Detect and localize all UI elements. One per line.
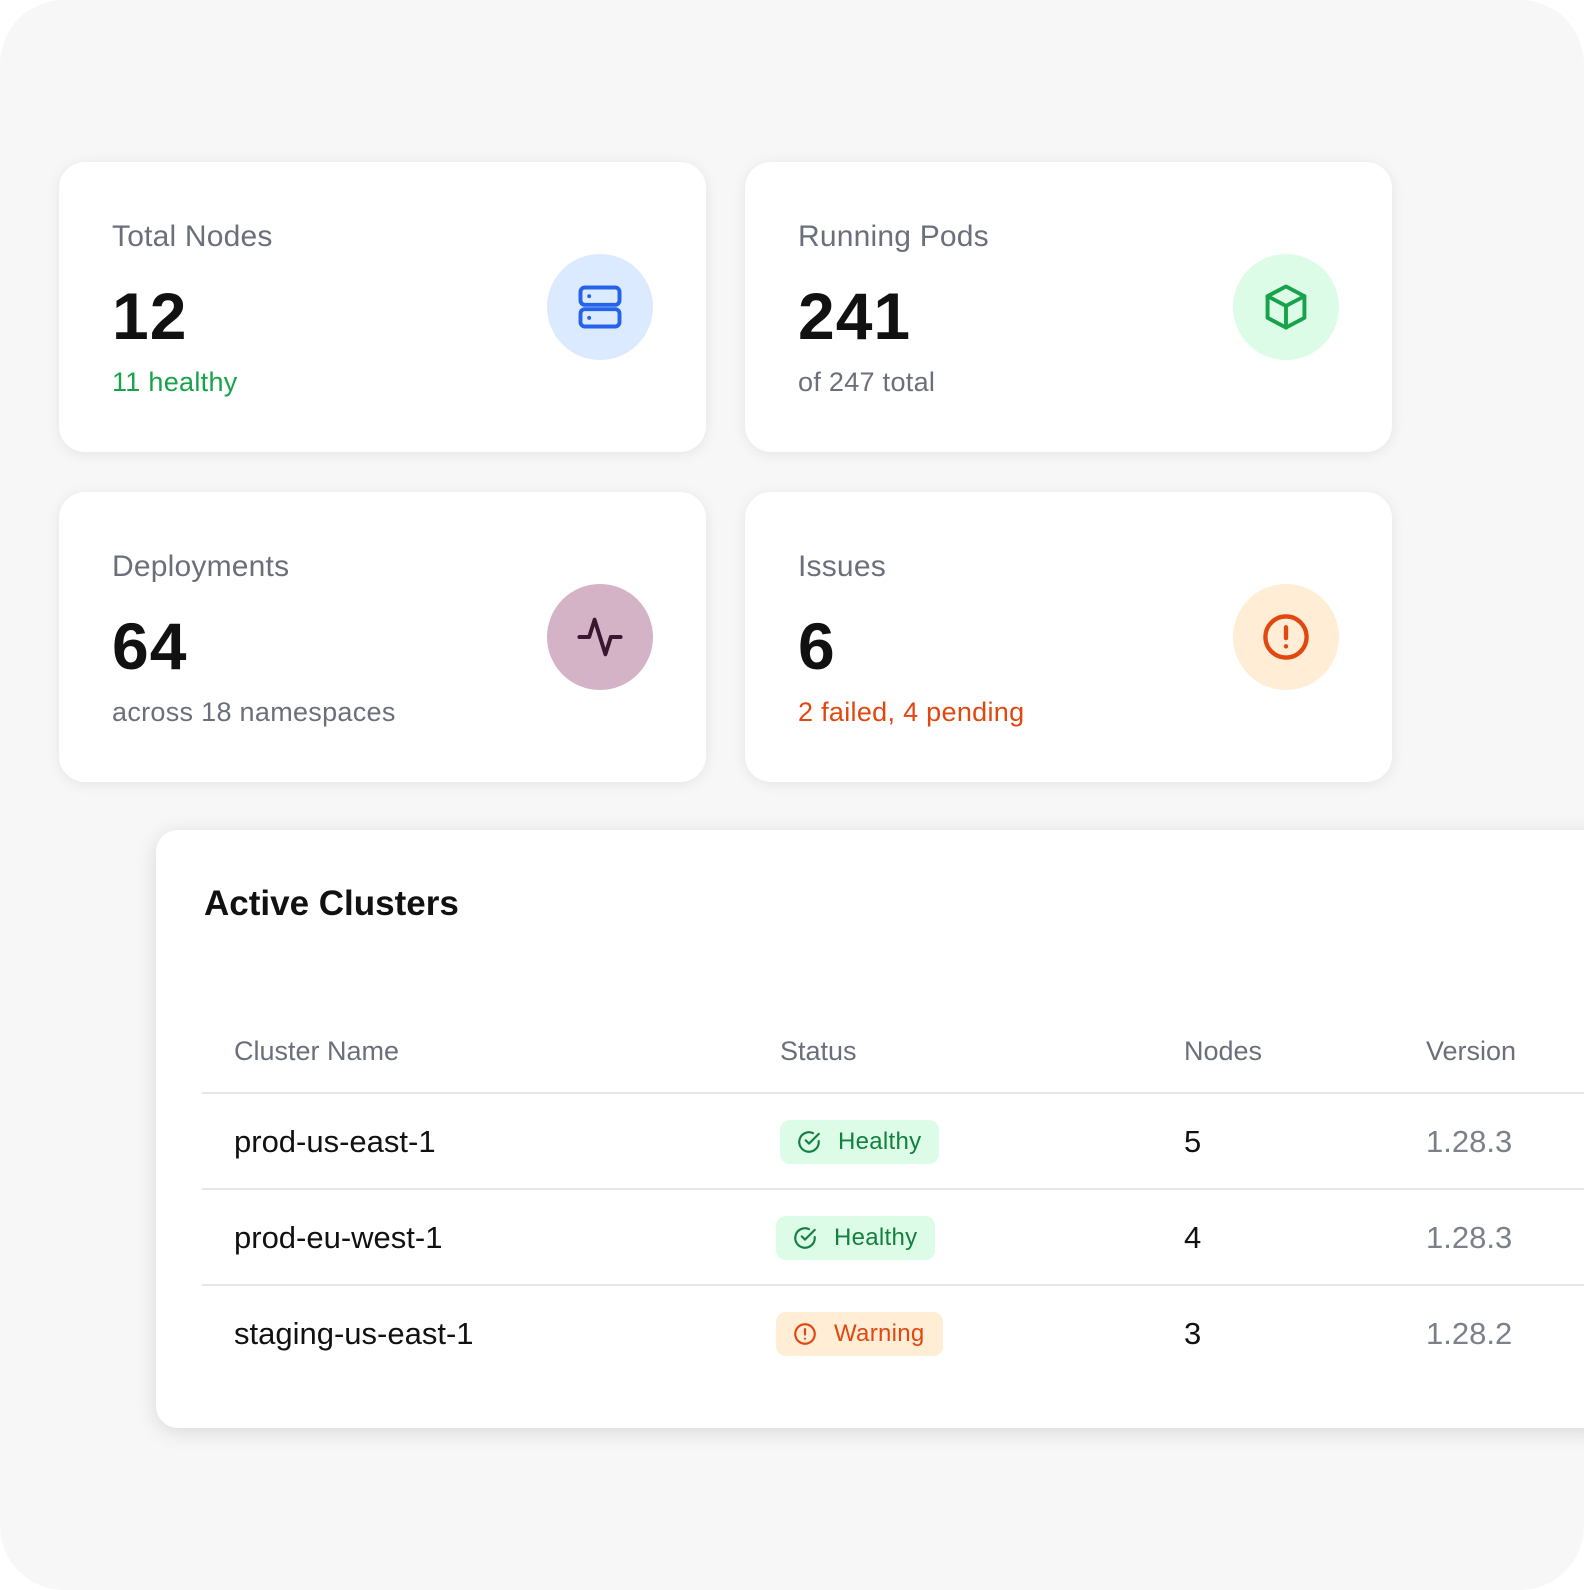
stat-card-deployments[interactable]: Deployments 64 across 18 namespaces bbox=[59, 492, 706, 782]
table-divider bbox=[202, 1284, 1584, 1286]
stat-value: 6 bbox=[798, 609, 836, 683]
stat-value: 64 bbox=[112, 609, 188, 683]
cluster-name[interactable]: prod-eu-west-1 bbox=[234, 1220, 443, 1255]
stat-value: 12 bbox=[112, 279, 188, 353]
status-label: Warning bbox=[834, 1320, 925, 1347]
column-header-cluster-name[interactable]: Cluster Name bbox=[234, 1036, 400, 1066]
active-clusters-panel: Active Clusters Cluster Name Status Node… bbox=[156, 830, 1584, 1428]
check-circle-icon bbox=[798, 1131, 820, 1153]
activity-icon bbox=[547, 584, 653, 690]
stat-label: Running Pods bbox=[798, 220, 989, 253]
cluster-name[interactable]: staging-us-east-1 bbox=[234, 1316, 474, 1351]
column-header-version[interactable]: Version bbox=[1426, 1036, 1517, 1066]
table-divider bbox=[202, 1092, 1584, 1094]
status-label: Healthy bbox=[834, 1224, 918, 1251]
cluster-version: 1.28.3 bbox=[1426, 1124, 1513, 1159]
table-divider bbox=[202, 1188, 1584, 1190]
status-badge: Healthy bbox=[780, 1120, 940, 1164]
cluster-version: 1.28.3 bbox=[1426, 1220, 1513, 1255]
stat-subtext: 11 healthy bbox=[112, 367, 238, 397]
stat-card-total-nodes[interactable]: Total Nodes 12 11 healthy bbox=[59, 162, 706, 452]
status-label: Healthy bbox=[838, 1128, 922, 1155]
server-icon bbox=[547, 254, 653, 360]
status-badge: Healthy bbox=[776, 1216, 936, 1260]
column-header-nodes[interactable]: Nodes bbox=[1184, 1036, 1263, 1066]
stat-label: Deployments bbox=[112, 550, 290, 583]
cluster-nodes: 5 bbox=[1184, 1124, 1202, 1159]
stat-card-issues[interactable]: Issues 6 2 failed, 4 pending bbox=[745, 492, 1392, 782]
alert-circle-icon bbox=[1233, 584, 1339, 690]
cluster-nodes: 4 bbox=[1184, 1220, 1202, 1255]
stat-card-running-pods[interactable]: Running Pods 241 of 247 total bbox=[745, 162, 1392, 452]
stat-label: Total Nodes bbox=[112, 220, 273, 253]
panel-title: Active Clusters bbox=[204, 884, 459, 923]
alert-circle-icon bbox=[794, 1323, 816, 1345]
stat-value: 241 bbox=[798, 279, 912, 353]
stat-subtext: 2 failed, 4 pending bbox=[798, 697, 1025, 727]
check-circle-icon bbox=[794, 1227, 816, 1249]
status-badge: Warning bbox=[776, 1312, 943, 1356]
box-icon bbox=[1233, 254, 1339, 360]
stat-subtext: of 247 total bbox=[798, 367, 936, 397]
column-header-status[interactable]: Status bbox=[780, 1036, 857, 1066]
stat-subtext: across 18 namespaces bbox=[112, 697, 396, 727]
cluster-name[interactable]: prod-us-east-1 bbox=[234, 1124, 436, 1159]
cluster-version: 1.28.2 bbox=[1426, 1316, 1513, 1351]
stat-label: Issues bbox=[798, 550, 886, 583]
cluster-nodes: 3 bbox=[1184, 1316, 1202, 1351]
